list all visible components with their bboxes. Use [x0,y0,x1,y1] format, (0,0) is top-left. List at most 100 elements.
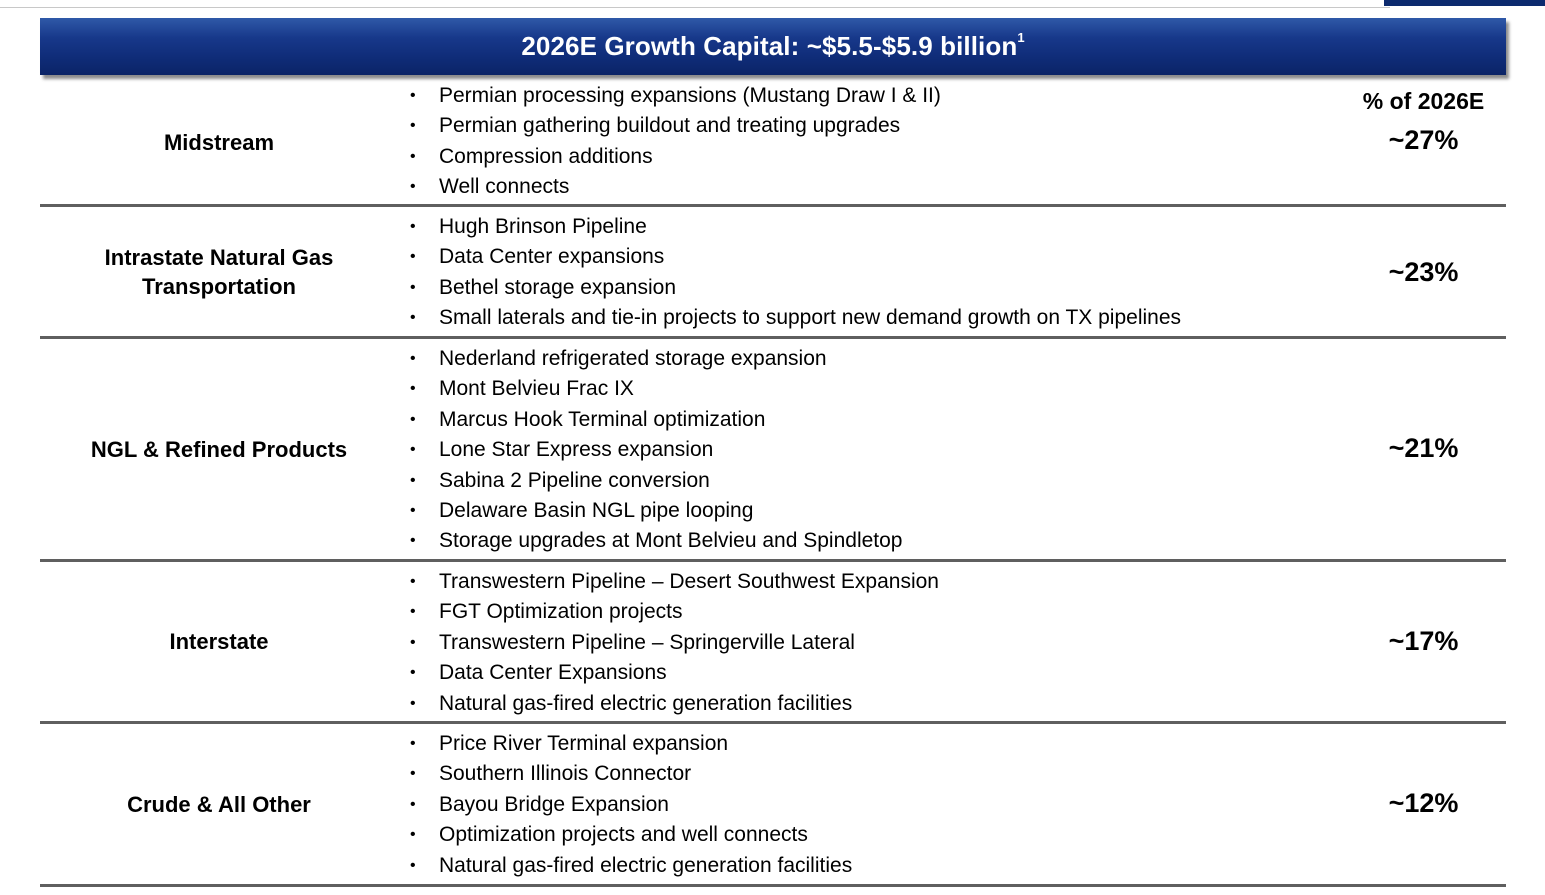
section-divider [40,721,1506,724]
page-title: 2026E Growth Capital: ~$5.5-$5.9 billion… [521,30,1025,62]
list-item: • Delaware Basin NGL pipe looping [410,496,903,526]
page-title-text: 2026E Growth Capital: ~$5.5-$5.9 billion [521,31,1018,61]
section-percent: ~17% [1388,626,1459,656]
section-percent: ~27% [1388,125,1459,155]
bullet-icon: • [410,633,416,651]
list-item: • Lone Star Express expansion [410,435,903,465]
section-label: Intrastate Natural Gas Transportation [104,244,334,299]
bullet-icon: • [410,350,416,367]
list-item-text: Permian processing expansions (Mustang D… [439,84,941,107]
section-crude-all-other: Crude & All Other • Price River Terminal … [40,724,1506,884]
list-item: • FGT Optimization projects [410,597,939,627]
percent-column-header: % of 2026E [1362,88,1485,114]
list-item-text: Natural gas-fired electric generation fa… [439,691,853,715]
list-item: • Nederland refrigerated storage expansio… [410,344,903,374]
list-item-text: Data Center expansions [439,245,665,269]
bullet-icon: • [410,765,416,783]
list-item-text: Bethel storage expansion [439,275,676,299]
bullet-icon: • [410,380,416,398]
section-percent: ~12% [1388,788,1459,818]
list-item: • Southern Illinois Connector [410,759,852,789]
list-item-text: Well connects [439,175,570,199]
list-item-text: Southern Illinois Connector [439,762,692,786]
list-item: • Marcus Hook Terminal optimization [410,405,903,435]
section-divider [40,336,1506,339]
bullet-icon: • [410,856,416,874]
bullet-icon: • [410,218,416,235]
list-item: • Mont Belvieu Frac IX [410,374,903,404]
bullet-icon: • [410,248,416,266]
list-item: • Sabina 2 Pipeline conversion [410,466,903,496]
list-item-text: Marcus Hook Terminal optimization [439,407,766,431]
bullet-icon: • [410,826,416,844]
bullet-icon: • [410,735,416,752]
list-item-text: Storage upgrades at Mont Belvieu and Spi… [439,529,903,553]
list-item: • Permian gathering buildout and treating… [410,111,941,141]
section-label: Crude & All Other [127,791,311,817]
list-item: • Transwestern Pipeline – Desert Southwes… [410,567,939,597]
list-item-text: Sabina 2 Pipeline conversion [439,468,710,492]
list-item-text: Lone Star Express expansion [439,438,714,462]
bullet-icon: • [410,410,416,428]
list-item-text: Optimization projects and well connects [439,823,808,847]
section-ngl-refined-products: NGL & Refined Products • Nederland refrig… [40,339,1506,559]
bullet-icon: • [410,795,416,813]
section-divider [40,559,1506,562]
bullet-icon: • [410,573,416,590]
section-intrastate-natural-gas: Intrastate Natural Gas Transportation • H… [40,207,1506,336]
list-item-text: FGT Optimization projects [439,600,683,624]
corner-accent-bar [1384,0,1545,6]
section-divider [40,204,1506,207]
list-item-text: Nederland refrigerated storage expansion [439,347,827,370]
bullet-icon: • [410,117,416,135]
list-item: • Permian processing expansions (Mustang … [410,81,941,111]
list-item-text: Delaware Basin NGL pipe looping [439,498,754,522]
bullet-icon: • [410,278,416,296]
list-item: • Storage upgrades at Mont Belvieu and Sp… [410,526,903,556]
bullet-icon: • [410,178,416,196]
list-item: • Compression additions [410,142,941,172]
title-banner: 2026E Growth Capital: ~$5.5-$5.9 billion… [40,18,1506,75]
bullet-list: • Nederland refrigerated storage expansio… [410,344,903,557]
list-item: • Hugh Brinson Pipeline [410,212,1181,242]
bullet-icon: • [410,501,416,519]
list-item-text: Compression additions [439,144,653,168]
list-item-text: Price River Terminal expansion [439,732,729,755]
bullet-icon: • [410,441,416,459]
section-label: NGL & Refined Products [90,436,348,462]
list-item-text: Natural gas-fired electric generation fa… [439,853,853,877]
section-percent: ~21% [1388,433,1459,463]
bullet-icon: • [410,664,416,682]
list-item-text: Hugh Brinson Pipeline [439,215,647,238]
footnote-marker: 1 [1017,30,1025,46]
list-item: • Bayou Bridge Expansion [410,790,852,820]
bullet-list: • Price River Terminal expansion • Souther… [410,729,852,881]
bullet-icon: • [410,603,416,621]
list-item: • Price River Terminal expansion [410,729,852,759]
bullet-icon: • [410,694,416,712]
bullet-icon: • [410,471,416,489]
bullet-icon: • [410,532,416,550]
section-label: Midstream [163,129,275,155]
list-item: • Bethel storage expansion [410,273,1181,303]
list-item: • Well connects [410,172,941,202]
list-item: • Data Center expansions [410,242,1181,272]
list-item: • Optimization projects and well connects [410,820,852,850]
list-item-text: Small laterals and tie-in projects to su… [439,306,1182,330]
top-rule [0,7,1390,8]
section-percent: ~23% [1388,257,1459,287]
section-midstream: Midstream • Permian processing expansions… [40,80,1506,204]
list-item: • Transwestern Pipeline – Springerville L… [410,628,939,658]
list-item: • Natural gas-fired electric generation f… [410,689,939,719]
list-item-text: Data Center Expansions [439,661,667,685]
bullet-list: • Hugh Brinson Pipeline • Data Center expa… [410,212,1181,334]
list-item: • Data Center Expansions [410,658,939,688]
list-item-text: Bayou Bridge Expansion [439,792,669,816]
bullet-list: • Transwestern Pipeline – Desert Southwes… [410,567,939,719]
list-item-text: Permian gathering buildout and treating … [439,114,901,138]
section-divider [40,884,1506,887]
bullet-icon: • [410,147,416,165]
bullet-list: • Permian processing expansions (Mustang … [410,81,941,203]
list-item: • Natural gas-fired electric generation f… [410,851,852,881]
list-item: • Small laterals and tie-in projects to s… [410,303,1181,333]
